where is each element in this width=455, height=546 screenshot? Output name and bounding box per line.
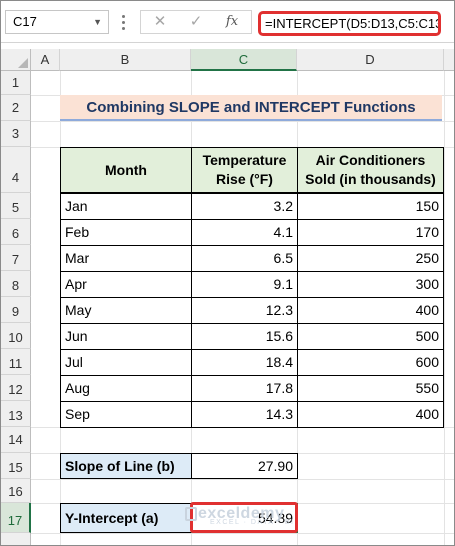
table-cell-sold[interactable]: 170 [297,219,444,246]
name-box[interactable]: C17 ▼ [5,10,109,34]
watermark: exceldemy EXCEL · DATA · BI [198,505,295,526]
gridline [31,121,454,122]
enter-icon[interactable]: ✓ [189,13,203,30]
row-header-more [1,533,31,545]
table-cell-sold[interactable]: 250 [297,245,444,272]
row-header-1[interactable]: 1 [1,71,31,95]
chevron-down-icon[interactable]: ▼ [93,17,102,27]
table-cell-sold[interactable]: 400 [297,297,444,324]
gridline [444,71,445,545]
table-cell-month[interactable]: Jan [60,193,192,220]
table-header-temperature[interactable]: Temperature Rise (°F) [191,147,298,193]
row-header-17[interactable]: 17 [1,503,31,533]
table-cell-sold[interactable]: 600 [297,349,444,376]
slope-label[interactable]: Slope of Line (b) [60,453,192,479]
slope-value[interactable]: 27.90 [191,453,298,479]
row-header-8[interactable]: 8 [1,271,31,297]
row-header-6[interactable]: 6 [1,219,31,245]
table-cell-month[interactable]: May [60,297,192,324]
row-header-5[interactable]: 5 [1,193,31,219]
table-cell-sold[interactable]: 300 [297,271,444,298]
column-header-d[interactable]: D [297,49,444,71]
table-cell-temperature[interactable]: 15.6 [191,323,298,350]
table-cell-temperature[interactable]: 14.3 [191,401,298,428]
table-cell-month[interactable]: Jul [60,349,192,376]
row-header-9[interactable]: 9 [1,297,31,323]
sheet-title[interactable]: Combining SLOPE and INTERCEPT Functions [60,95,442,121]
table-header-sold[interactable]: Air Conditioners Sold (in thousands) [297,147,444,193]
table-header-month[interactable]: Month [60,147,192,193]
row-header-7[interactable]: 7 [1,245,31,271]
row-header-10[interactable]: 10 [1,323,31,349]
watermark-name: exceldemy [198,505,285,522]
table-cell-month[interactable]: Apr [60,271,192,298]
table-cell-month[interactable]: Mar [60,245,192,272]
table-cell-temperature[interactable]: 3.2 [191,193,298,220]
exceldemy-logo-icon [185,507,197,521]
row-header-15[interactable]: 15 [1,453,31,479]
row-header-12[interactable]: 12 [1,375,31,401]
column-header-a[interactable]: A [31,49,60,71]
name-box-value: C17 [13,14,37,29]
table-cell-sold[interactable]: 400 [297,401,444,428]
watermark-tagline: EXCEL · DATA · BI [210,519,295,526]
row-header-14[interactable]: 14 [1,427,31,453]
insert-function-icon[interactable]: fx [225,14,239,29]
highlight-box [190,502,298,533]
table-cell-sold[interactable]: 150 [297,193,444,220]
table-cell-month[interactable]: Sep [60,401,192,428]
row-header-4[interactable]: 4 [1,147,31,193]
row-header-16[interactable]: 16 [1,479,31,503]
select-all-button[interactable] [1,49,31,71]
column-header-b[interactable]: B [60,49,191,71]
drag-handle-icon[interactable] [122,13,126,31]
table-cell-temperature[interactable]: 18.4 [191,349,298,376]
table-cell-month[interactable]: Aug [60,375,192,402]
formula-bar: C17 ▼ ✕ ✓ fx =INTERCEPT(D5:D13,C5:C13) [1,1,454,43]
row-header-3[interactable]: 3 [1,121,31,147]
table-cell-temperature[interactable]: 17.8 [191,375,298,402]
formula-input[interactable]: =INTERCEPT(D5:D13,C5:C13) [258,11,441,36]
column-header-c[interactable]: C [191,49,297,71]
gridline [31,533,454,534]
table-cell-temperature[interactable]: 6.5 [191,245,298,272]
cancel-icon[interactable]: ✕ [153,13,167,30]
formula-buttons: ✕ ✓ fx [140,10,252,34]
table-cell-sold[interactable]: 500 [297,323,444,350]
row-header-2[interactable]: 2 [1,95,31,121]
table-cell-sold[interactable]: 550 [297,375,444,402]
intercept-label[interactable]: Y-Intercept (a) [60,503,192,533]
table-cell-month[interactable]: Feb [60,219,192,246]
table-cell-month[interactable]: Jun [60,323,192,350]
row-header-13[interactable]: 13 [1,401,31,427]
gridline [31,479,454,480]
row-header-11[interactable]: 11 [1,349,31,375]
table-cell-temperature[interactable]: 12.3 [191,297,298,324]
table-cell-temperature[interactable]: 9.1 [191,271,298,298]
table-cell-temperature[interactable]: 4.1 [191,219,298,246]
column-header-more [444,49,454,71]
